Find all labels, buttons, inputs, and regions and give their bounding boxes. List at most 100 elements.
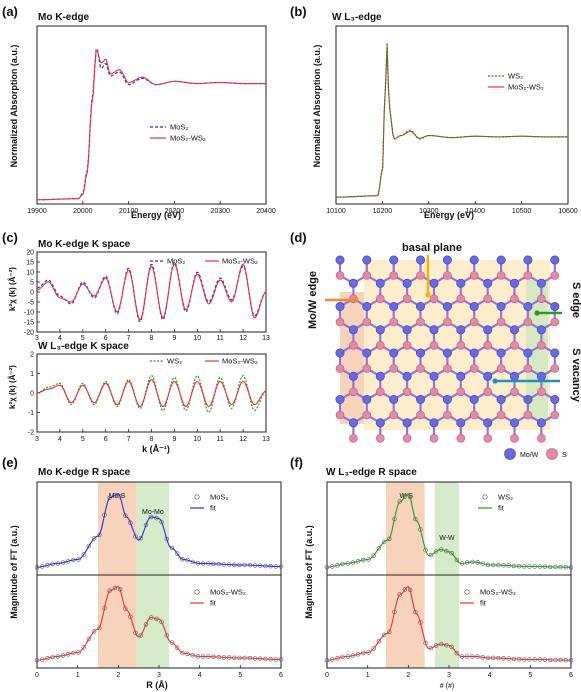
legend-s-label: S xyxy=(562,452,567,459)
panel-e-bottom-legend-label-0: MoS₂-WS₂ xyxy=(210,588,246,597)
panel-c-top-yticklabel-0: 20 xyxy=(26,250,34,257)
s-atom-69 xyxy=(335,364,345,373)
s-atom-5 xyxy=(389,271,399,280)
s-atom-53 xyxy=(349,340,358,350)
panel-e-top-data-marker-12 xyxy=(97,532,102,538)
panel-c-top-legend-label-0: MoS₂ xyxy=(167,257,185,266)
panel-c-bottom-yticklabel-1: 1 xyxy=(30,371,34,378)
panel-b-x-ticklabel-2: 10300 xyxy=(419,208,439,215)
panel-c-bottom-x-ticklabel-8: 11 xyxy=(217,436,224,443)
mo-atom-116 xyxy=(523,394,533,404)
panel-label-a: (a) xyxy=(2,4,18,19)
s-atom-27 xyxy=(456,294,466,304)
panel-b-series-mos2ws2 xyxy=(335,46,568,198)
s-atom-109 xyxy=(416,410,425,420)
panel-e-bottom-data-marker-18 xyxy=(128,614,133,619)
mo-atom-98 xyxy=(509,371,519,381)
s-atom-1 xyxy=(335,271,345,280)
mo-atom-80 xyxy=(496,348,506,358)
panel-label-b: (b) xyxy=(290,4,307,19)
panel-f-x-ticklabel-6: 6 xyxy=(569,672,573,679)
panel-e-top-data-marker-26 xyxy=(169,545,175,551)
s-atom-31 xyxy=(510,294,519,304)
mo-atom-120 xyxy=(348,418,358,428)
mo-atom-16 xyxy=(550,255,560,265)
panel-e-bottom-data-marker-12 xyxy=(97,625,102,631)
s-atom-71 xyxy=(362,364,372,373)
panel-c-bottom-x-ticklabel-2: 5 xyxy=(81,436,85,443)
s-atom-97 xyxy=(483,387,493,397)
s-atom-107 xyxy=(389,410,399,420)
panel-b-x-ticklabel-3: 10400 xyxy=(465,208,485,215)
s-atom-99 xyxy=(510,387,519,397)
panel-a-x-ticklabel-3: 20200 xyxy=(165,208,185,215)
panel-c-bottom-yticklabel-0: 2 xyxy=(30,352,34,359)
s-atom-55 xyxy=(375,340,385,350)
panel-b-x-ticklabel-0: 10100 xyxy=(326,208,346,215)
panel-f-top-data-marker-17 xyxy=(413,516,418,522)
panel-a-x-ticklabel-5: 20400 xyxy=(256,208,276,215)
mo-atom-4 xyxy=(389,255,399,265)
panel-f-bottom-fit xyxy=(326,585,572,661)
panel-c-bottom-series-ws2 xyxy=(36,374,267,414)
s-atom-59 xyxy=(429,340,439,350)
s-atom-65 xyxy=(510,340,519,350)
panel-f-x-ticklabel-0: 0 xyxy=(325,672,329,679)
mo-atom-102 xyxy=(335,394,345,404)
s-atom-45 xyxy=(469,317,479,327)
panel-f-top-data-marker-14 xyxy=(397,499,402,504)
panel-e-x-ticklabel-6: 6 xyxy=(279,672,283,679)
panel-c-top-yticklabel-5: -5 xyxy=(28,300,34,307)
panel-label-c: (c) xyxy=(2,230,18,245)
panel-b-ylabel: Normalized Absorption (a.u.) xyxy=(312,45,322,168)
panel-c-bottom-x-ticklabel-1: 4 xyxy=(58,436,62,443)
panel-a-legend-label-1: MoS₂-WS₂ xyxy=(170,134,206,143)
s-atom-29 xyxy=(483,294,493,304)
panel-a-x-ticklabel-1: 20000 xyxy=(73,208,93,215)
panel-f-bottom-data-marker-10 xyxy=(376,639,382,644)
panel-e-x-ticklabel-5: 5 xyxy=(238,672,242,679)
mo-atom-32 xyxy=(536,278,546,288)
panel-c-top-yticklabel-8: -20 xyxy=(24,330,34,337)
panel-f-band2-label: W-W xyxy=(439,535,455,542)
panel-e-bottom-legend-marker xyxy=(194,589,200,595)
mo-atom-20 xyxy=(375,278,385,288)
panel-c-bottom-x-ticklabel-0: 3 xyxy=(35,436,39,443)
s-atom-101 xyxy=(537,387,546,397)
mo-atom-114 xyxy=(496,394,506,404)
mo-atom-106 xyxy=(389,394,399,404)
panel-c-bottom-yticklabel-3: -1 xyxy=(28,410,34,417)
mo-edge-pointer-dot xyxy=(353,297,359,303)
mo-atom-30 xyxy=(509,278,519,288)
s-atom-51 xyxy=(550,317,560,327)
mo-atom-72 xyxy=(389,348,399,358)
mo-atom-66 xyxy=(536,325,546,335)
s-atom-123 xyxy=(375,433,385,443)
panel-c-bottom-yticklabel-2: 0 xyxy=(30,391,34,398)
panel-f-x-ticklabel-2: 2 xyxy=(406,672,410,679)
s-atom-91 xyxy=(402,387,412,397)
panel-e-top-legend-marker xyxy=(194,494,200,500)
s-atom-87 xyxy=(349,387,358,397)
panel-b-frame xyxy=(335,25,569,205)
panel-e-bottom-data-marker-9 xyxy=(81,645,86,650)
panel-f-bottom-data-marker-24 xyxy=(449,644,454,649)
panel-e-bottom-data-marker-19 xyxy=(133,630,138,635)
panel-e-bottom-data-marker-17 xyxy=(123,606,128,611)
mo-atom-2 xyxy=(362,255,372,265)
panel-c-bottom-x-ticklabel-10: 13 xyxy=(262,436,270,443)
panel-e-top-legend-label-1: fit xyxy=(210,504,217,513)
panel-e-x-ticklabel-1: 1 xyxy=(76,672,80,679)
panel-label-d: (d) xyxy=(290,230,307,245)
panel-f-top-data-marker-12 xyxy=(387,536,392,542)
panel-c-bottom-x-ticklabel-6: 9 xyxy=(172,436,176,443)
mo-atom-36 xyxy=(362,301,372,311)
s-atom-17 xyxy=(550,271,560,280)
panel-c-bottom-x-ticklabel-5: 8 xyxy=(150,436,154,443)
s-atom-95 xyxy=(456,387,466,397)
panel-f-top-data-marker-11 xyxy=(381,539,387,545)
mo-atom-34 xyxy=(335,301,345,311)
panel-e-top-data-marker-9 xyxy=(81,552,86,557)
panel-f-top-legend-label-1: fit xyxy=(498,504,505,513)
mo-atom-70 xyxy=(362,348,372,358)
